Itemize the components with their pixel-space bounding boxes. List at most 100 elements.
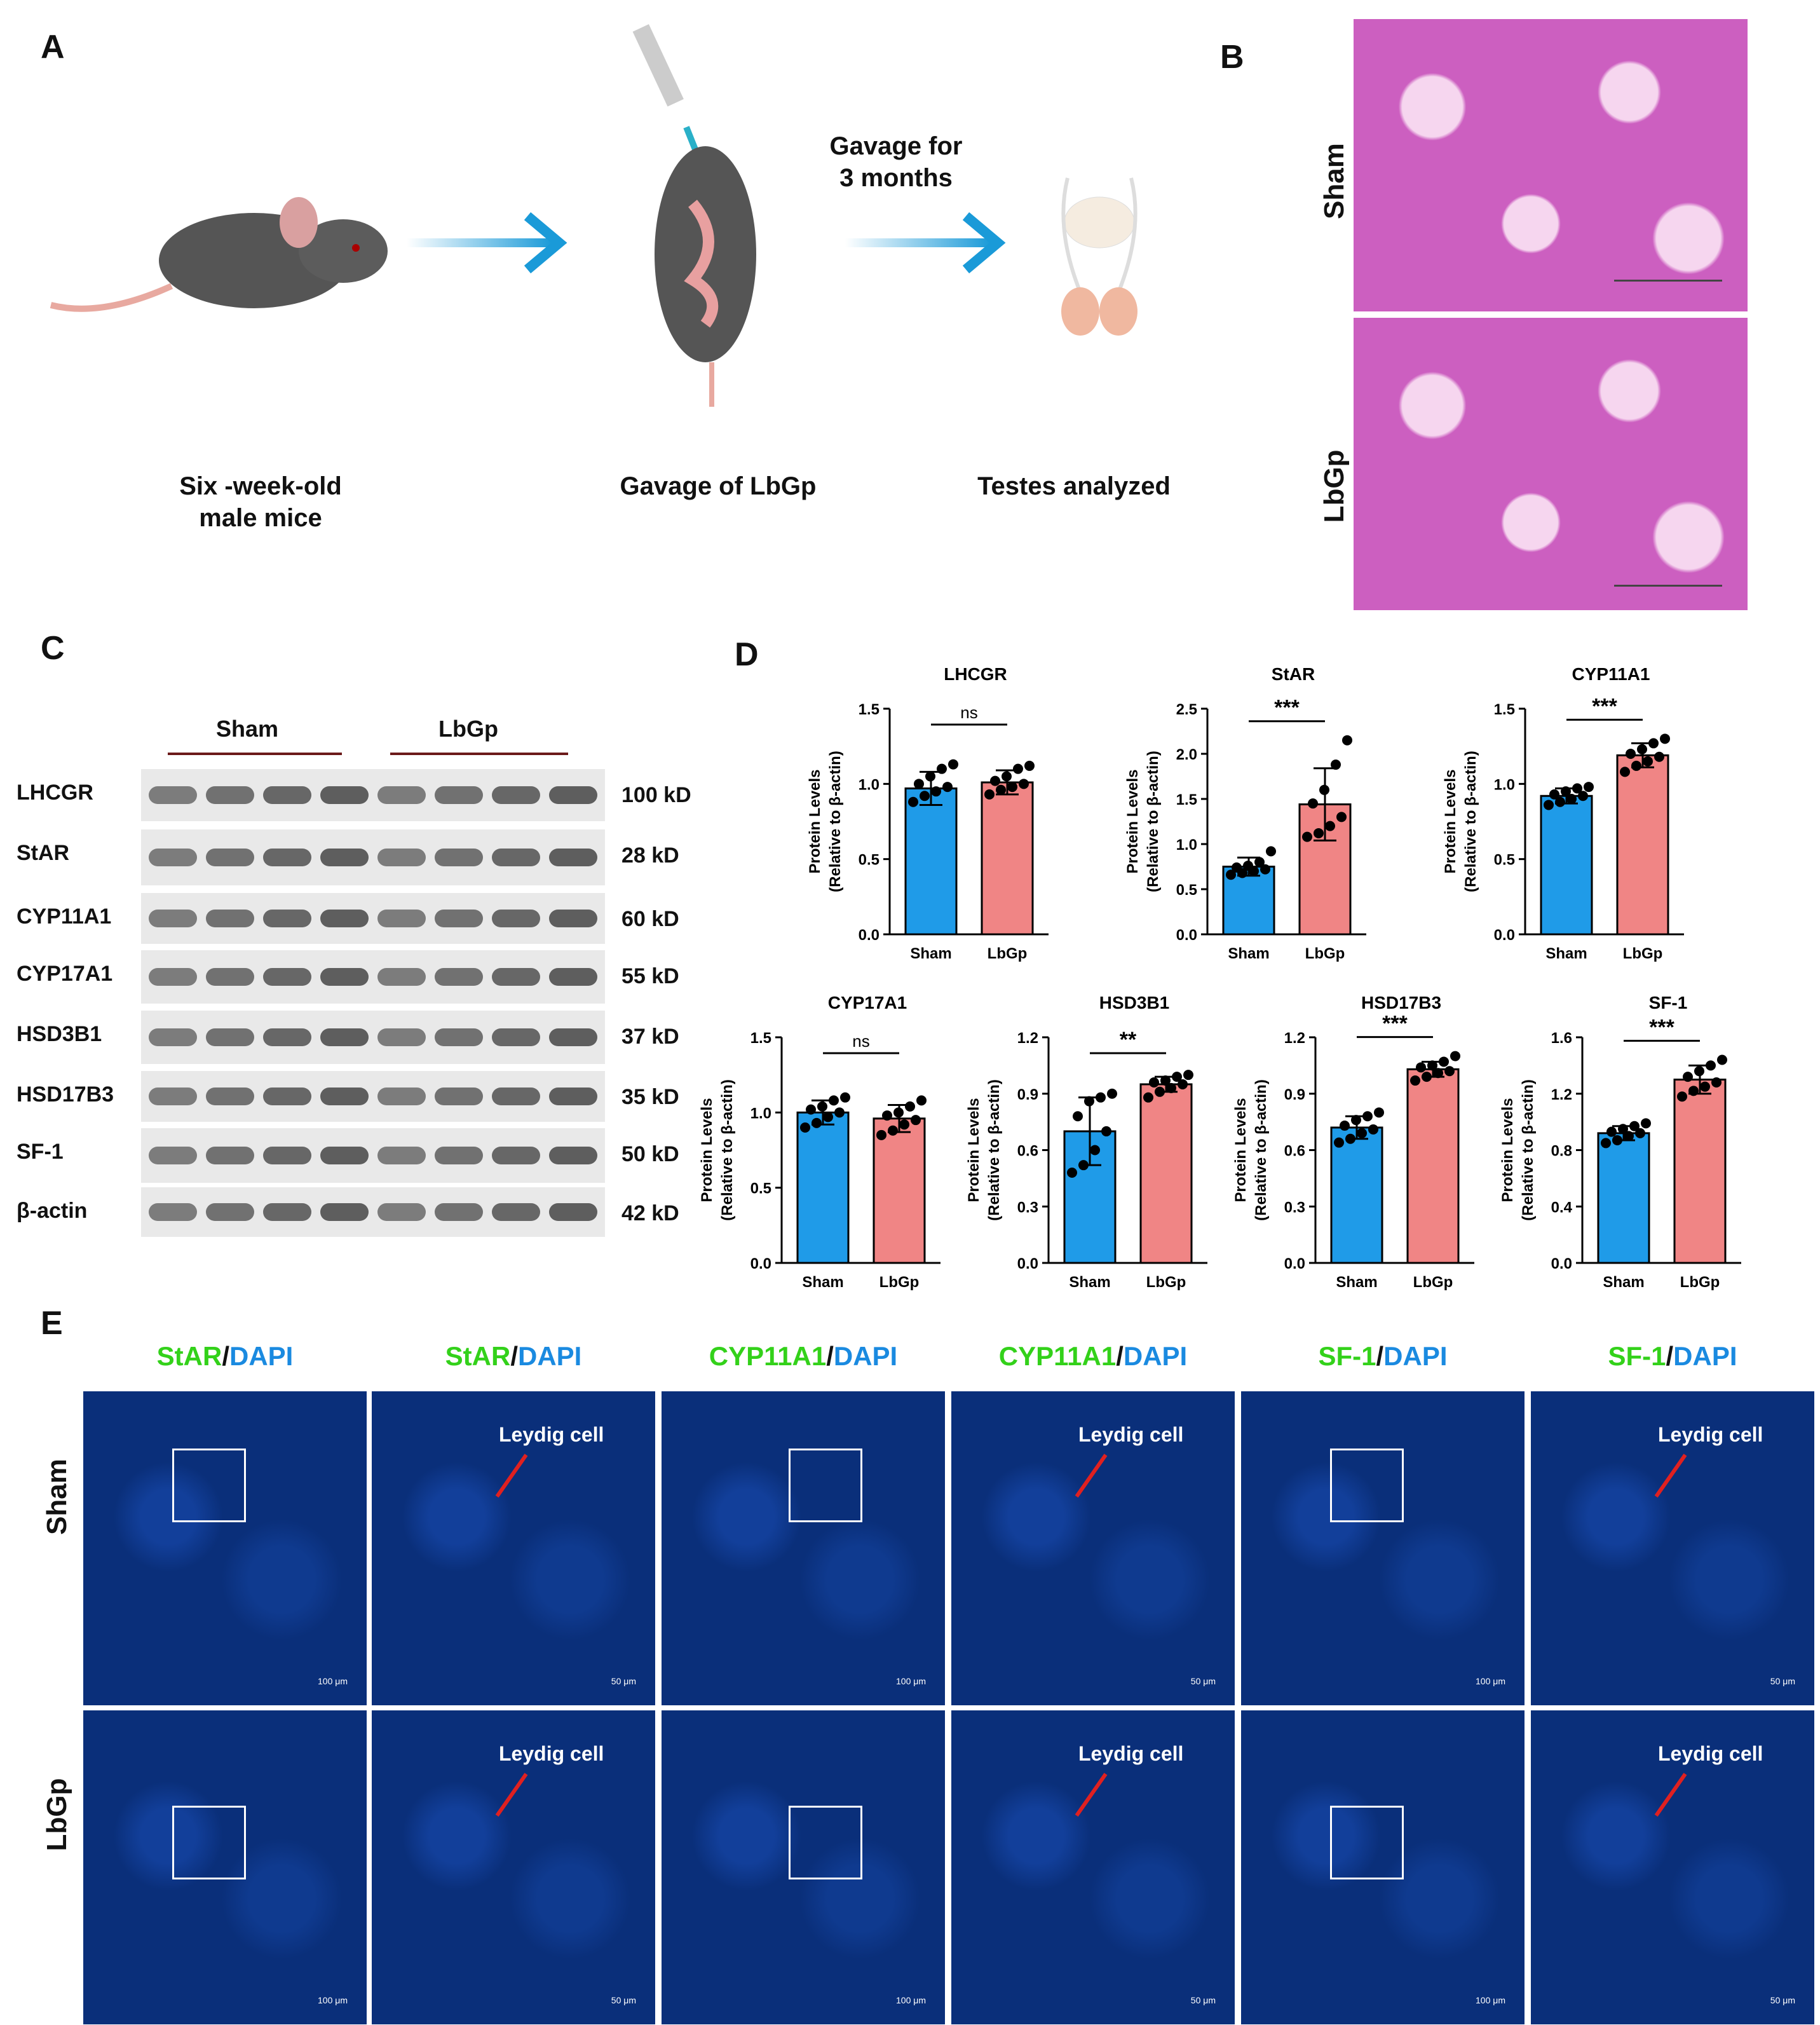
fluor-column-title: StAR/DAPI xyxy=(371,1341,656,1372)
fluorescence-image: Leydig cell 50 μm xyxy=(1530,1710,1815,2025)
data-point xyxy=(911,1115,921,1126)
blot-protein-label: CYP17A1 xyxy=(17,962,113,986)
fluorescence-image: 100 μm xyxy=(661,1391,946,1706)
data-point xyxy=(1013,763,1023,774)
blot-strip xyxy=(141,769,605,821)
data-point xyxy=(1007,782,1017,793)
blot-band xyxy=(435,1088,483,1105)
leydig-cell-annotation: Leydig cell xyxy=(1078,1742,1184,1765)
x-tick-label: Sham xyxy=(1069,1274,1110,1291)
blot-strip xyxy=(141,829,605,885)
data-point xyxy=(1160,1075,1171,1086)
blot-molecular-weight: 55 kD xyxy=(621,964,679,988)
panel-label-a: A xyxy=(41,29,65,65)
data-point xyxy=(800,1122,810,1133)
group-label-lbgp: LbGp xyxy=(438,716,498,742)
data-point xyxy=(1601,1138,1611,1149)
blot-band xyxy=(263,849,311,866)
y-tick-label: 1.2 xyxy=(1284,1030,1305,1047)
data-point xyxy=(1694,1066,1704,1077)
blot-band xyxy=(263,1088,311,1105)
fluorescence-image: 100 μm xyxy=(661,1710,946,2025)
blot-protein-label: β-actin xyxy=(17,1199,88,1223)
bar xyxy=(796,1111,850,1264)
data-point xyxy=(996,784,1006,795)
data-point xyxy=(1107,1088,1117,1099)
data-point xyxy=(942,782,953,793)
data-point xyxy=(1654,751,1664,762)
data-point xyxy=(1578,791,1588,801)
panel-label-d: D xyxy=(735,636,759,673)
red-arrow-icon xyxy=(1075,1773,1108,1817)
blot-band xyxy=(492,1088,540,1105)
y-tick-label: 0.6 xyxy=(1284,1143,1305,1160)
blot-strip xyxy=(141,1011,605,1064)
y-tick-label: 0.9 xyxy=(1017,1086,1038,1103)
bar xyxy=(873,1117,926,1264)
blot-band xyxy=(377,1203,426,1221)
y-tick-label: 0.3 xyxy=(1017,1199,1038,1216)
blot-band xyxy=(206,786,254,804)
y-tick-label: 0.0 xyxy=(859,927,879,944)
data-point xyxy=(888,1125,898,1136)
bar xyxy=(1540,794,1593,936)
y-tick-label: 0.8 xyxy=(1551,1143,1572,1160)
blot-protein-label: StAR xyxy=(17,841,70,865)
blot-band xyxy=(435,849,483,866)
data-point xyxy=(1626,749,1636,759)
step-six-week-mice: Six -week-old male mice xyxy=(179,472,342,532)
fluorescence-image: Leydig cell 50 μm xyxy=(1530,1391,1815,1706)
blue-channel-label: DAPI xyxy=(833,1341,898,1371)
bar xyxy=(1139,1083,1193,1264)
y-tick-label: 0.0 xyxy=(750,1255,771,1272)
data-point xyxy=(1561,786,1571,797)
scale-bar-label: 100 μm xyxy=(896,1995,926,2005)
y-tick-label: 0.6 xyxy=(1017,1143,1038,1160)
y-tick-label: 1.5 xyxy=(750,1030,771,1047)
x-tick-label: LbGp xyxy=(1680,1274,1720,1291)
data-point xyxy=(1433,1068,1443,1079)
blot-band xyxy=(492,1028,540,1046)
data-point xyxy=(1090,1145,1100,1156)
zoom-region-box xyxy=(789,1449,862,1522)
blot-band xyxy=(149,1028,197,1046)
data-point xyxy=(1450,1051,1460,1061)
data-point xyxy=(1677,1091,1687,1102)
scale-bar-label: 50 μm xyxy=(1190,1995,1216,2005)
blot-band xyxy=(377,910,426,927)
data-point xyxy=(1166,1082,1176,1093)
x-tick-label: Sham xyxy=(1336,1274,1377,1291)
data-point xyxy=(1688,1086,1699,1096)
significance-label: *** xyxy=(1592,694,1617,718)
data-point xyxy=(984,789,995,800)
blot-band xyxy=(492,910,540,927)
data-point xyxy=(905,1101,915,1112)
zoom-region-box xyxy=(172,1449,246,1522)
blot-band xyxy=(377,1028,426,1046)
blot-band xyxy=(263,910,311,927)
green-channel-label: StAR xyxy=(156,1341,222,1371)
panel-label-e: E xyxy=(41,1305,63,1342)
y-tick-label: 0.0 xyxy=(1284,1255,1305,1272)
he-image-sham xyxy=(1354,19,1748,311)
data-point xyxy=(1254,857,1265,868)
channel-separator: / xyxy=(222,1341,229,1371)
green-channel-label: SF-1 xyxy=(1608,1341,1666,1371)
blot-band xyxy=(149,1147,197,1164)
blot-strip xyxy=(141,1128,605,1183)
blot-protein-label: CYP11A1 xyxy=(17,904,112,929)
blot-band xyxy=(149,786,197,804)
data-point xyxy=(1078,1160,1089,1171)
blot-band xyxy=(320,786,369,804)
fluorescence-image: Leydig cell 50 μm xyxy=(371,1391,656,1706)
blot-molecular-weight: 28 kD xyxy=(621,843,679,868)
y-tick-label: 1.0 xyxy=(750,1105,771,1122)
data-point xyxy=(1357,1128,1367,1138)
data-point xyxy=(1084,1096,1094,1107)
data-point xyxy=(1643,756,1653,767)
row-label-lbgp: LbGp xyxy=(41,1778,72,1851)
blot-molecular-weight: 60 kD xyxy=(621,907,679,931)
scale-bar-label: 100 μm xyxy=(1476,1995,1505,2005)
y-tick-label: 1.0 xyxy=(859,776,879,793)
blot-band xyxy=(492,849,540,866)
